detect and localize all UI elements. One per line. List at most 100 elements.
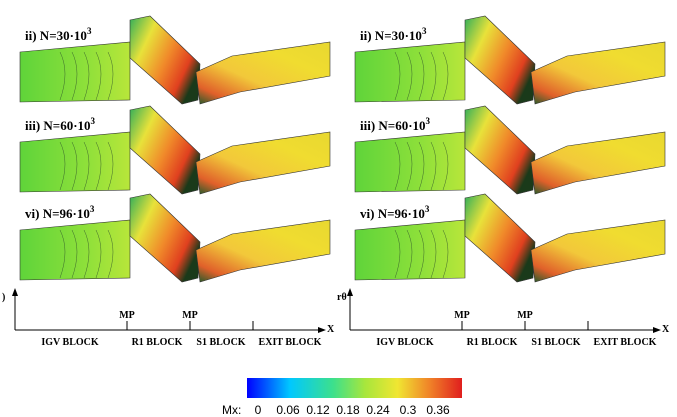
contour-line (418, 51, 425, 101)
panel-label: ii) N=30·103 (360, 26, 427, 43)
contour-line (83, 229, 90, 279)
rotor-block (129, 105, 201, 195)
panel-label: ii) N=30·103 (25, 26, 92, 43)
panel-label-exponent: 3 (90, 204, 95, 214)
panel-label-text: vi) N=96·10 (25, 206, 90, 221)
rotor-block (464, 105, 536, 195)
contour-line (59, 229, 66, 279)
contour-line (107, 51, 114, 101)
contour-line (406, 229, 413, 279)
y-arrow (12, 288, 18, 296)
panel-label-text: iii) N=60·10 (360, 118, 426, 133)
igv-block (354, 131, 466, 193)
contour-line (59, 141, 66, 191)
panel-label-exponent: 3 (426, 116, 431, 126)
colorbar-tick-label: 0.06 (276, 403, 300, 417)
contour-line (418, 229, 425, 279)
contour-line (442, 141, 449, 191)
colorbar-tick-label: 0.12 (306, 403, 330, 417)
contour-line (394, 141, 401, 191)
contour-panel: ii) N=30·103 (19, 15, 331, 105)
colorbar-tick-label: 0.36 (426, 403, 450, 417)
block-label: IGV BLOCK (376, 337, 434, 348)
contour-line (394, 51, 401, 101)
contour-line (430, 51, 437, 101)
block-label: EXIT BLOCK (594, 337, 657, 348)
contour-line (71, 141, 78, 191)
stator-block (195, 219, 331, 283)
igv-block (354, 41, 466, 103)
contour-line (442, 51, 449, 101)
contour-line (418, 141, 425, 191)
marker-label: MP (517, 310, 533, 321)
colorbar-tick-label: 0.3 (400, 403, 417, 417)
panel-label: vi) N=96·103 (360, 204, 430, 221)
x-arrow (653, 327, 661, 333)
contour-line (83, 141, 90, 191)
x-arrow (318, 327, 326, 333)
contour-line (71, 51, 78, 101)
panel-label: iii) N=60·103 (25, 116, 96, 133)
panel-label-exponent: 3 (91, 116, 96, 126)
panel-label: vi) N=96·103 (25, 204, 95, 221)
y-arrow (347, 288, 353, 296)
y-axis-label: rθ (337, 292, 347, 303)
stator-block (530, 131, 666, 195)
igv-block (19, 131, 131, 193)
block-label: EXIT BLOCK (259, 337, 322, 348)
igv-block (19, 41, 131, 103)
colorbar-tick-label: 0.24 (366, 403, 390, 417)
y-axis-label: ) (2, 292, 5, 303)
stator-block (530, 219, 666, 283)
panel-label-text: vi) N=96·10 (360, 206, 425, 221)
contour-panel: vi) N=96·103 (354, 193, 666, 283)
contour-line (59, 51, 66, 101)
contour-line (107, 141, 114, 191)
contour-panel: iii) N=60·103 (354, 105, 666, 195)
block-label: R1 BLOCK (467, 337, 518, 348)
colorbar-tick-label: 0.18 (336, 403, 360, 417)
colorbar (247, 378, 462, 398)
contour-line (71, 229, 78, 279)
marker-label: MP (119, 310, 135, 321)
block-label: S1 BLOCK (196, 337, 245, 348)
panel-label-exponent: 3 (425, 204, 430, 214)
panel-label-exponent: 3 (87, 26, 92, 36)
block-label: R1 BLOCK (132, 337, 183, 348)
rotor-block (129, 15, 201, 105)
stator-block (195, 41, 331, 105)
stator-block (530, 41, 666, 105)
panel-label: iii) N=60·103 (360, 116, 431, 133)
contour-line (394, 229, 401, 279)
x-axis-label: X (327, 324, 335, 335)
contour-line (95, 229, 102, 279)
contour-line (406, 51, 413, 101)
contour-line (107, 229, 114, 279)
block-label: IGV BLOCK (41, 337, 99, 348)
rotor-block (464, 193, 536, 283)
contour-line (430, 141, 437, 191)
panel-label-text: ii) N=30·10 (25, 28, 87, 43)
contour-panel: iii) N=60·103 (19, 105, 331, 195)
colorbar-label: Mx: (222, 403, 241, 417)
contour-line (430, 229, 437, 279)
marker-label: MP (454, 310, 470, 321)
colorbar-tick-label: 0 (255, 403, 262, 417)
panel-label-exponent: 3 (422, 26, 427, 36)
marker-label: MP (182, 310, 198, 321)
contour-line (83, 51, 90, 101)
contour-line (95, 141, 102, 191)
igv-block (354, 219, 466, 281)
panel-label-text: ii) N=30·10 (360, 28, 422, 43)
x-axis-label: X (662, 324, 670, 335)
rotor-block (464, 15, 536, 105)
contour-line (442, 229, 449, 279)
contour-panel: vi) N=96·103 (19, 193, 331, 283)
panel-label-text: iii) N=60·10 (25, 118, 91, 133)
stator-block (195, 131, 331, 195)
rotor-block (129, 193, 201, 283)
igv-block (19, 219, 131, 281)
contour-line (406, 141, 413, 191)
contour-line (95, 51, 102, 101)
